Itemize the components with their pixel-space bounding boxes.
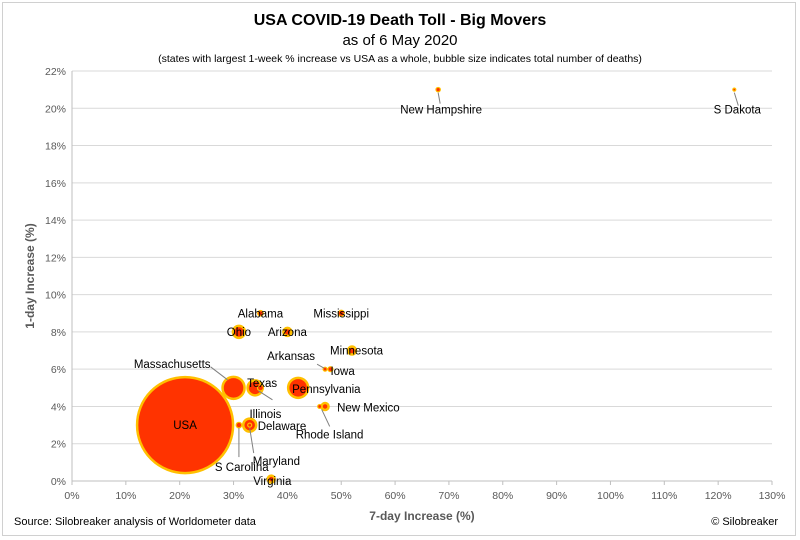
x-tick-label: 70% <box>438 490 459 502</box>
leader-line <box>733 92 739 106</box>
x-axis-label: 7-day Increase (%) <box>369 509 474 523</box>
label-maryland: Maryland <box>253 456 300 468</box>
label-virginia: Virginia <box>253 476 292 488</box>
label-usa: USA <box>173 420 197 432</box>
leader-line <box>258 390 273 401</box>
label-arkansas: Arkansas <box>267 351 315 363</box>
bubble-new-hampshire <box>435 86 441 93</box>
leader-line <box>316 363 325 369</box>
x-tick-label: 50% <box>331 490 352 502</box>
x-tick-label: 20% <box>169 490 190 502</box>
label-massachusetts: Massachusetts <box>134 359 211 371</box>
y-tick-label: 10% <box>45 290 66 302</box>
bubble-minnesota <box>346 345 358 356</box>
y-tick-label: 12% <box>45 252 66 264</box>
y-tick-label: 18% <box>45 141 66 153</box>
leader-line <box>249 428 255 454</box>
leader-line <box>437 92 441 104</box>
x-tick-label: 80% <box>492 490 513 502</box>
x-tick-label: 10% <box>115 490 136 502</box>
label-ohio: Ohio <box>227 327 251 339</box>
y-tick-label: 8% <box>51 327 66 339</box>
label-new-mexico: New Mexico <box>337 402 400 414</box>
label-minnesota: Minnesota <box>330 346 384 358</box>
label-illinois: Illinois <box>249 409 281 421</box>
x-tick-label: 30% <box>223 490 244 502</box>
x-tick-label: 40% <box>277 490 298 502</box>
label-mississippi: Mississippi <box>313 308 369 320</box>
y-tick-label: 16% <box>45 178 66 190</box>
x-tick-label: 90% <box>546 490 567 502</box>
label-texas: Texas <box>247 378 277 390</box>
label-pennsylvania: Pennsylvania <box>292 384 361 396</box>
bubble-usa <box>135 375 235 475</box>
y-tick-label: 22% <box>45 66 66 78</box>
label-s-dakota: S Dakota <box>714 105 762 117</box>
bubble-s-carolina <box>235 421 243 429</box>
bubble-alabama <box>257 309 264 317</box>
y-axis-label: 1-day Increase (%) <box>23 223 37 328</box>
bubble-iowa <box>327 366 334 373</box>
leader-line <box>210 366 228 381</box>
bubble-massachusetts <box>221 375 246 401</box>
point-labels: USA New Hampshire S Dakota Alabama Mississip… <box>134 105 762 488</box>
y-tick-label: 2% <box>51 439 66 451</box>
label-alabama: Alabama <box>238 308 284 320</box>
bubble-arizona <box>282 326 293 338</box>
y-tick-label: 20% <box>45 103 66 115</box>
chart-note: (states with largest 1-week % increase v… <box>158 53 642 65</box>
y-tick-label: 4% <box>51 401 66 413</box>
bubble-virginia <box>266 474 276 484</box>
bubble-ohio <box>231 324 247 340</box>
label-arizona: Arizona <box>268 327 308 339</box>
bubble-mississippi <box>337 309 345 317</box>
grid-lines <box>72 70 772 445</box>
leader-line <box>321 409 331 427</box>
bubble-s-dakota <box>732 87 737 92</box>
label-delaware: Delaware <box>258 421 307 433</box>
chart-title: USA COVID-19 Death Toll - Big Movers <box>253 12 547 29</box>
bubble-rhode-island <box>317 403 323 410</box>
bubble-illinois <box>256 384 265 392</box>
bubbles <box>135 86 737 484</box>
leader-lines <box>210 92 739 458</box>
x-tick-label: 100% <box>597 490 624 502</box>
bubble-maryland <box>247 422 253 428</box>
axes: 0% 2% 4% 6% 8% 10% 12% 14% 16% 18% 20% 22% 0% 10% 20% 3… <box>45 66 785 502</box>
label-iowa: Iowa <box>330 366 355 378</box>
x-tick-label: 60% <box>385 490 406 502</box>
label-s-carolina: S Carolina <box>215 462 269 474</box>
y-tick-label: 0% <box>51 476 66 488</box>
y-tick-label: 6% <box>51 364 66 376</box>
bubble-pennsylvania <box>286 376 310 400</box>
x-tick-label: 120% <box>705 490 732 502</box>
credit-note: © Silobreaker <box>711 516 778 528</box>
label-rhode-island: Rhode Island <box>296 429 364 441</box>
bubble-new-mexico <box>320 401 330 412</box>
y-tick-label: 14% <box>45 215 66 227</box>
x-tick-label: 110% <box>651 490 677 502</box>
x-tick-label: 130% <box>759 490 786 502</box>
x-tick-label: 0% <box>64 490 79 502</box>
source-note: Source: Silobreaker analysis of Worldome… <box>14 516 256 528</box>
chart-subtitle: as of 6 May 2020 <box>342 32 458 49</box>
label-new-hampshire: New Hampshire <box>400 105 482 117</box>
